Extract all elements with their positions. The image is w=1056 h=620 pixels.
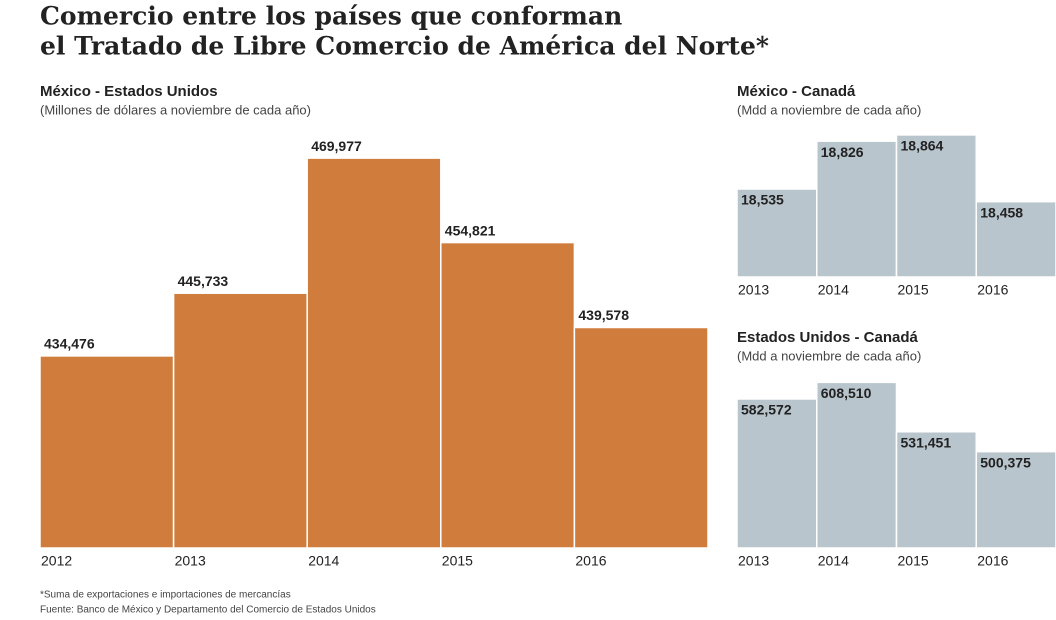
chart-subtitle: (Mdd a noviembre de cada año) bbox=[737, 102, 921, 117]
bar bbox=[39, 355, 175, 549]
headline: el Tratado de Libre Comercio de América … bbox=[40, 32, 769, 61]
bar bbox=[975, 200, 1056, 278]
bar bbox=[816, 381, 898, 549]
bar bbox=[816, 140, 898, 278]
bar bbox=[736, 398, 818, 549]
x-tick-label: 2014 bbox=[818, 553, 849, 569]
chart-title: México - Estados Unidos bbox=[40, 83, 218, 100]
x-tick-label: 2013 bbox=[738, 553, 769, 569]
x-tick-label: 2013 bbox=[738, 282, 769, 298]
value-label: 582,572 bbox=[741, 402, 792, 418]
value-label: 18,535 bbox=[741, 192, 784, 208]
value-label: 454,821 bbox=[445, 222, 496, 238]
value-label: 500,375 bbox=[980, 454, 1031, 470]
x-tick-label: 2015 bbox=[898, 282, 929, 298]
bar bbox=[573, 326, 709, 549]
value-label: 608,510 bbox=[821, 385, 872, 401]
chart-subtitle: (Mdd a noviembre de cada año) bbox=[737, 348, 921, 363]
x-tick-label: 2013 bbox=[175, 553, 206, 569]
x-tick-label: 2016 bbox=[977, 282, 1008, 298]
bar bbox=[440, 241, 576, 549]
x-tick-label: 2014 bbox=[308, 553, 339, 569]
bar bbox=[736, 188, 818, 278]
bar bbox=[172, 292, 308, 549]
source: Fuente: Banco de México y Departamento d… bbox=[40, 605, 376, 616]
value-label: 434,476 bbox=[44, 336, 95, 352]
x-tick-label: 2015 bbox=[898, 553, 929, 569]
bar bbox=[895, 134, 977, 278]
headline: Comercio entre los países que conforman bbox=[40, 2, 622, 31]
chart-title: Estados Unidos - Canadá bbox=[737, 329, 919, 346]
x-tick-label: 2016 bbox=[977, 553, 1008, 569]
bar bbox=[975, 450, 1056, 549]
value-label: 469,977 bbox=[311, 138, 362, 154]
bar bbox=[306, 157, 442, 549]
x-tick-label: 2014 bbox=[818, 282, 849, 298]
chart-subtitle: (Millones de dólares a noviembre de cada… bbox=[40, 102, 311, 117]
footnote: *Suma de exportaciones e importaciones d… bbox=[40, 590, 291, 601]
chart-title: México - Canadá bbox=[737, 83, 856, 100]
value-label: 18,826 bbox=[821, 144, 864, 160]
value-label: 531,451 bbox=[901, 434, 952, 450]
value-label: 445,733 bbox=[178, 273, 229, 289]
bar bbox=[895, 430, 977, 549]
x-tick-label: 2015 bbox=[442, 553, 473, 569]
x-tick-label: 2012 bbox=[41, 553, 72, 569]
value-label: 439,578 bbox=[578, 307, 629, 323]
x-tick-label: 2016 bbox=[575, 553, 606, 569]
value-label: 18,864 bbox=[901, 138, 944, 154]
value-label: 18,458 bbox=[980, 204, 1023, 220]
